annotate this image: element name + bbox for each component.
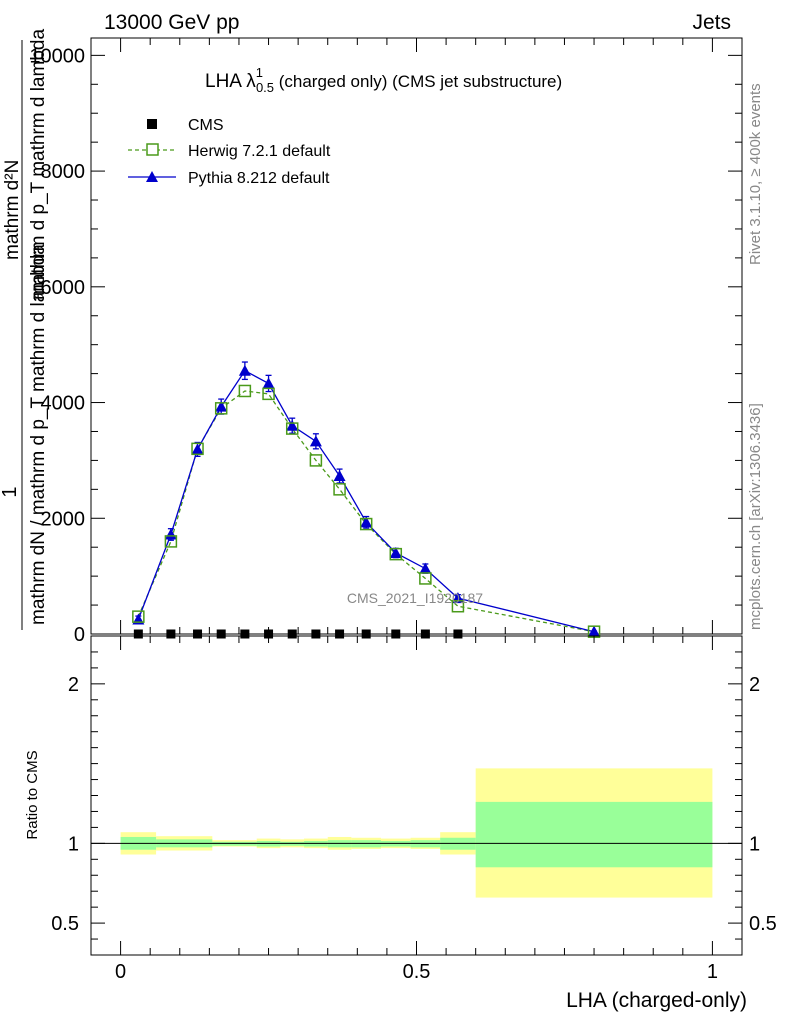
title-rest: (charged only) (CMS jet substructure) [274, 72, 562, 91]
ylabel-numerator: 1 [0, 486, 21, 497]
cms-point [193, 629, 203, 639]
legend-pythia-label: Pythia 8.212 default [188, 170, 330, 187]
cms-point [287, 629, 297, 639]
ratio-ytick-label: 0.5 [51, 913, 79, 935]
herwig-point [309, 454, 323, 467]
pythia-point [238, 364, 251, 376]
ratio-ytick-label: 2 [68, 674, 79, 696]
pythia-point [262, 377, 275, 389]
cms-point [335, 629, 345, 639]
pythia-point [389, 546, 402, 558]
pythia-point [191, 443, 204, 455]
legend-herwig-marker [146, 143, 159, 156]
cms-point [453, 629, 463, 639]
cms-point [361, 629, 371, 639]
legend-cms-label: CMS [188, 117, 224, 134]
pythia-line [137, 369, 595, 633]
cms-point [166, 629, 176, 639]
main-ytick-label: 6000 [41, 277, 86, 299]
pythia-point [419, 562, 432, 574]
herwig-point [333, 483, 346, 496]
pythia-point [333, 470, 346, 482]
ratio-xtick-label: 0.5 [403, 961, 431, 983]
main-ytick-label: 4000 [41, 393, 86, 415]
cms-point [133, 629, 143, 639]
analysis-watermark: CMS_2021_I1920187 [347, 590, 483, 606]
title-sup: 1 [256, 65, 263, 80]
cms-point [216, 629, 226, 639]
herwig-point [132, 610, 145, 623]
herwig-point [359, 517, 373, 531]
main-ytick-label: 8000 [41, 161, 86, 183]
herwig-point [419, 572, 432, 585]
legend-cms-marker [147, 119, 157, 129]
chart-title: LHA λ1 0.5 (charged only) (CMS jet substr… [205, 65, 562, 95]
cms-point [240, 629, 250, 639]
ylabel-denominator: mathrm dN / mathrm d p_T mathrm d lambda [28, 244, 49, 625]
cms-point [391, 629, 401, 639]
ratio-ytick-label: 1 [68, 833, 79, 855]
cms-point [311, 629, 321, 639]
herwig-point [214, 402, 228, 415]
legend-pythia-marker [146, 171, 158, 182]
ratio-ytick-label-right: 0.5 [749, 913, 777, 935]
legend: CMS Herwig 7.2.1 default Pythia 8.212 de… [128, 117, 331, 187]
pythia-point [309, 435, 322, 447]
pythia-point [286, 419, 299, 431]
main-ytick-label: 0 [74, 624, 85, 646]
title-sub: 0.5 [256, 80, 274, 95]
header-right: Jets [692, 11, 731, 34]
rivet-label: Rivet 3.1.10, ≥ 400k events [747, 83, 764, 265]
ylabel-right-denominator: mathrm d p_T mathrm d lambda [28, 29, 49, 300]
ratio-xtick-label: 1 [707, 961, 718, 983]
cms-point [420, 629, 430, 639]
main-ytick-label: 10000 [29, 45, 85, 67]
pythia-point [164, 528, 177, 540]
ratio-ytick-label-right: 1 [749, 833, 760, 855]
cms-point [264, 629, 274, 639]
main-ytick-label: 2000 [41, 508, 86, 530]
ylabel-right-numerator: mathrm d²N [2, 160, 23, 260]
herwig-point [285, 422, 299, 435]
pythia-point [215, 400, 228, 412]
header-left: 13000 GeV pp [104, 11, 239, 34]
pythia-point [360, 516, 373, 528]
herwig-point [191, 442, 204, 456]
xlabel: LHA (charged-only) [566, 989, 747, 1012]
ratio-ytick-label-right: 2 [749, 674, 760, 696]
pythia-point [588, 625, 601, 637]
herwig-point [164, 535, 178, 548]
herwig-point [389, 547, 403, 561]
ratio-ylabel: Ratio to CMS [24, 750, 41, 839]
ratio-stat-band [475, 801, 713, 868]
legend-herwig-label: Herwig 7.2.1 default [188, 143, 331, 160]
title-main: LHA λ [205, 71, 256, 92]
mcplots-label: mcplots.cern.ch [arXiv:1306.3436] [747, 403, 764, 630]
herwig-point [262, 387, 275, 401]
ratio-xtick-label: 0 [115, 961, 126, 983]
herwig-point [238, 384, 252, 398]
herwig-point [451, 599, 465, 613]
ratio-panel: 0.5 0.5 1 1 2 2 0 0.5 1 Ratio to CMS LHA (charge… [24, 635, 777, 1012]
